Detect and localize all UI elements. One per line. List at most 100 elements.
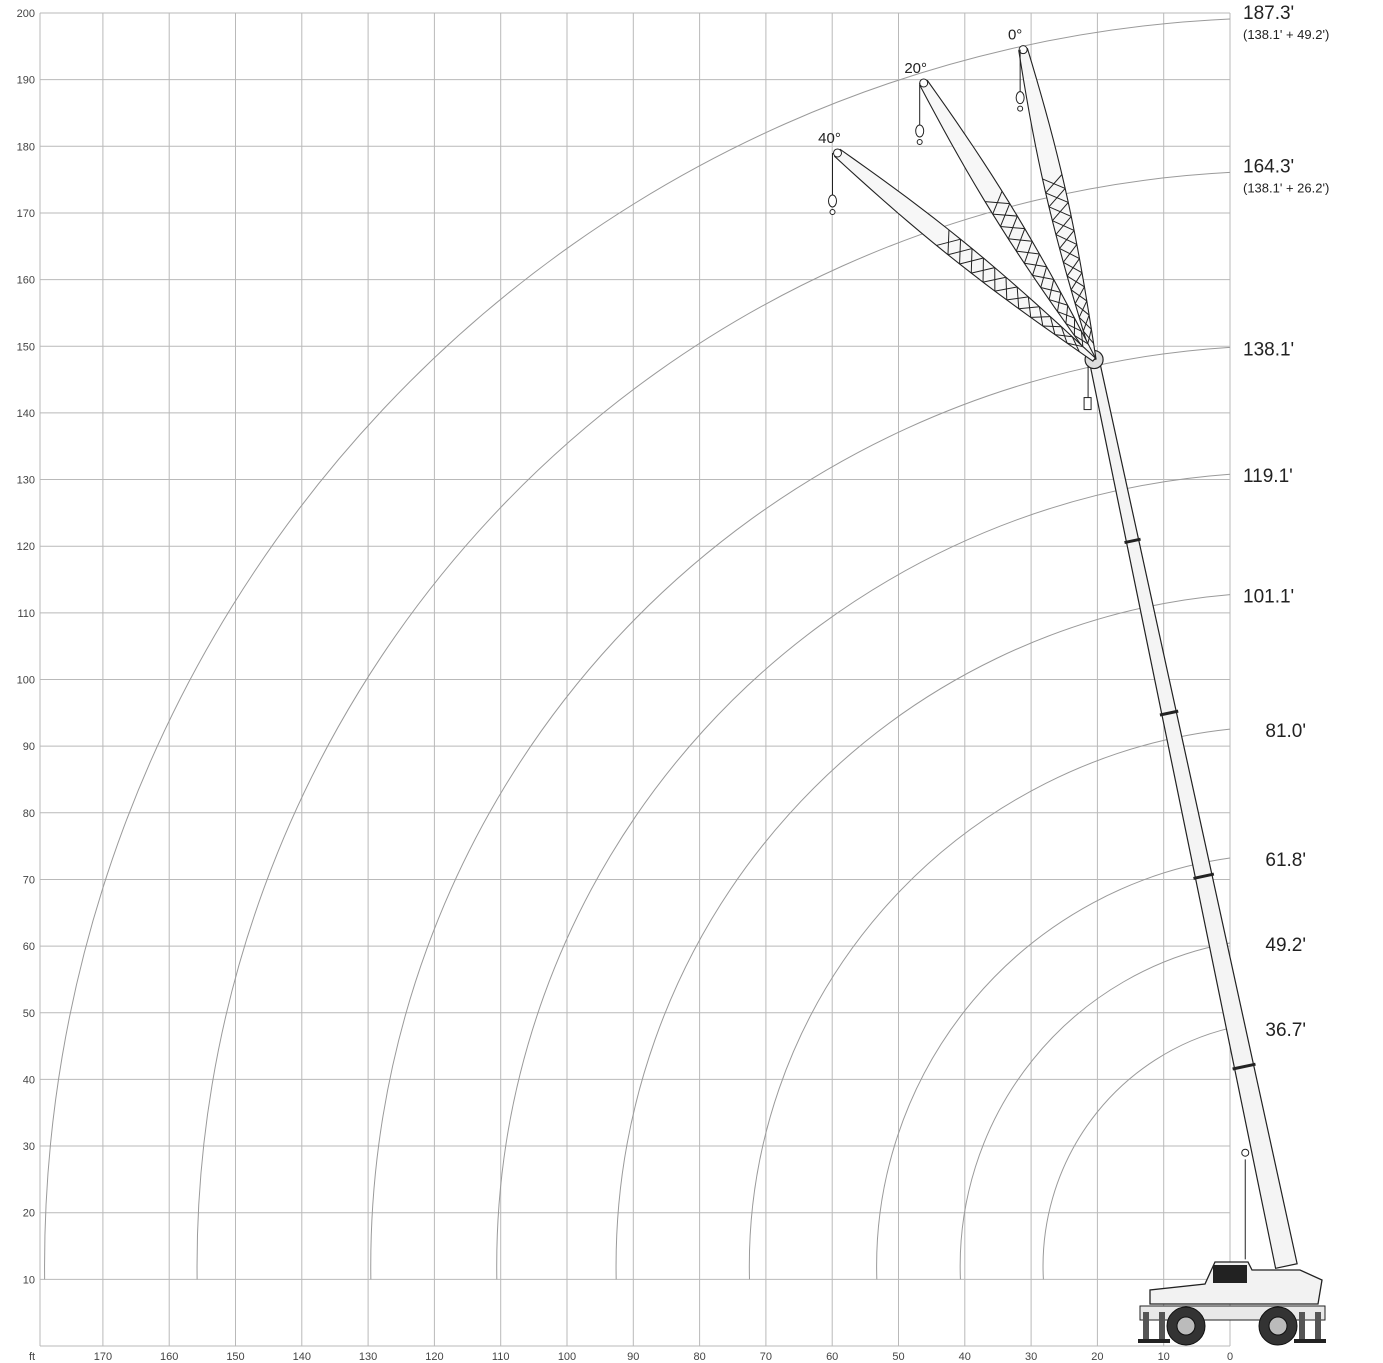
jib-hook-block <box>915 124 925 138</box>
x-tick-label: 110 <box>492 1351 510 1363</box>
boom-length-arc <box>876 857 1231 1280</box>
x-tick-label: 40 <box>959 1351 971 1363</box>
boom-section-collar <box>1124 537 1141 545</box>
jib-lattice <box>1070 272 1083 291</box>
boom-length-label: 36.7' <box>1265 1020 1306 1041</box>
jib-lattice <box>1049 316 1056 335</box>
outrigger-pad <box>1294 1339 1310 1343</box>
jib-lattice <box>1040 287 1061 293</box>
y-tick-label: 120 <box>17 541 35 553</box>
x-tick-label: 150 <box>226 1351 244 1363</box>
jib-tip-sheave <box>919 78 929 88</box>
x-axis-ticks: ft 170 160 150 140 130 120 110 100 90 80 70 60 50 40 30… <box>29 1351 1233 1363</box>
jib-hook-block <box>1015 91 1025 105</box>
x-tick-label: 140 <box>293 1351 311 1363</box>
x-tick-label: 120 <box>425 1351 443 1363</box>
x-tick-label: 90 <box>627 1351 639 1363</box>
cab-window <box>1213 1265 1247 1283</box>
jib-lattice <box>1074 286 1085 304</box>
jib-lattice <box>1066 258 1080 277</box>
x-tick-label: 20 <box>1091 1351 1103 1363</box>
x-tick-label: 50 <box>892 1351 904 1363</box>
jib-lattice <box>1005 277 1008 300</box>
boom-length-label: 61.8' <box>1265 850 1306 871</box>
outrigger-pad <box>1138 1339 1154 1343</box>
x-tick-label: 160 <box>160 1351 178 1363</box>
boom-length-label: 138.1' <box>1243 339 1294 360</box>
boom-length-label: 187.3' <box>1243 3 1294 24</box>
y-tick-label: 60 <box>23 941 35 953</box>
jib-lattice <box>959 239 962 265</box>
y-tick-label: 160 <box>17 275 35 287</box>
jib-hook-block <box>828 194 838 208</box>
jib-lattice <box>1054 334 1073 338</box>
front-wheel-hub <box>1176 1316 1196 1336</box>
y-tick-label: 40 <box>23 1074 35 1086</box>
jib-lattice <box>1060 326 1068 344</box>
grid <box>39 12 1231 1347</box>
jib-lattice <box>1048 299 1068 306</box>
jib-hook <box>916 138 923 145</box>
outrigger-pad <box>1154 1339 1170 1343</box>
outrigger <box>1143 1312 1149 1340</box>
jib-lattice <box>1078 316 1092 330</box>
y-tick-label: 180 <box>17 141 35 153</box>
boom-length-sublabel: (138.1' + 49.2') <box>1243 27 1329 42</box>
boom-section-collar <box>1193 872 1215 880</box>
boom-section-collar <box>1232 1062 1256 1071</box>
jib-angle-label: 0° <box>1008 27 1022 44</box>
jib-lattice <box>1057 311 1075 319</box>
carrier-deck <box>1139 1305 1326 1321</box>
jib-lattice <box>1040 266 1048 288</box>
jib-lattice <box>970 248 973 274</box>
boom-length-arc <box>44 18 1231 1280</box>
x-tick-label: 10 <box>1158 1351 1170 1363</box>
x-tick-label: 30 <box>1025 1351 1037 1363</box>
jib-lattice <box>992 190 1003 215</box>
jib-lattice <box>1074 335 1089 345</box>
y-tick-label: 70 <box>23 874 35 886</box>
boom-length-arc <box>1042 1027 1231 1280</box>
y-tick-label: 110 <box>17 608 35 620</box>
y-tick-label: 150 <box>17 341 35 353</box>
outrigger <box>1299 1312 1305 1340</box>
jib-lattice <box>1071 336 1080 352</box>
boom-length-label: 49.2' <box>1265 935 1306 956</box>
jib-tip-sheave <box>1018 45 1028 55</box>
crane-carrier <box>1138 1261 1326 1346</box>
jib-lattice <box>1007 215 1018 239</box>
jib-lattice <box>1074 303 1090 316</box>
boom-section-collar <box>1159 709 1179 717</box>
jib-lattice <box>1018 306 1040 310</box>
boom-length-arc <box>496 473 1231 1280</box>
jib-lattice <box>1023 241 1033 264</box>
jib-hook <box>829 208 836 215</box>
jib-tip-sheave <box>833 148 843 158</box>
jib-lattice <box>1056 292 1062 312</box>
boom-length-sublabel: (138.1' + 26.2') <box>1243 180 1329 195</box>
y-tick-label: 80 <box>23 808 35 820</box>
jib-lattice <box>1048 188 1066 208</box>
jib-lattice <box>1066 275 1085 288</box>
boom-length-label: 81.0' <box>1265 721 1306 742</box>
y-tick-label: 30 <box>23 1141 35 1153</box>
x-tick-label: 170 <box>94 1351 112 1363</box>
y-tick-label: 130 <box>17 475 35 487</box>
jib-lattice <box>1065 323 1082 332</box>
boom-length-arc <box>370 346 1231 1280</box>
y-tick-label: 10 <box>23 1274 35 1286</box>
y-tick-label: 140 <box>17 408 35 420</box>
jib-lattice <box>1015 228 1026 252</box>
main-boom <box>1088 357 1298 1270</box>
jib-lattice <box>1045 174 1063 194</box>
jib-lattice <box>1070 289 1088 302</box>
boom-length-labels: 187.3' (138.1' + 49.2') 164.3' (138.1' + 26… <box>1243 3 1329 1041</box>
jib-lattice <box>1080 331 1084 348</box>
boom-length-label: 164.3' <box>1243 156 1294 177</box>
y-tick-label: 200 <box>17 8 35 20</box>
outrigger-pad <box>1310 1339 1326 1343</box>
boom-length-arc <box>959 942 1231 1280</box>
jib-angle-label: 20° <box>904 60 927 77</box>
jib-offsets: 0° 20° 40° <box>818 27 1097 362</box>
